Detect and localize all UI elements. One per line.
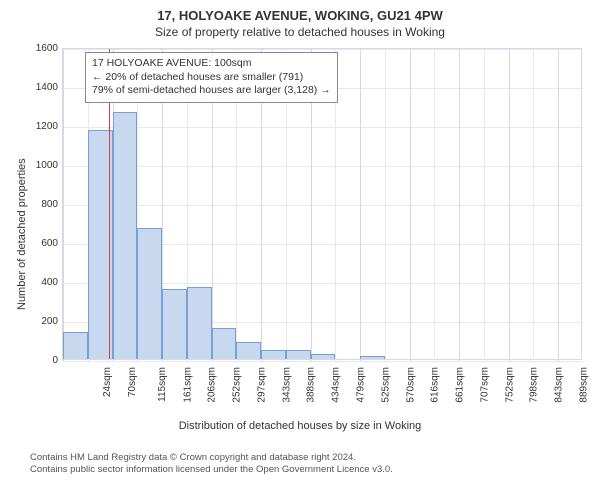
annotation-line-1: 17 HOLYOAKE AVENUE: 100sqm xyxy=(92,57,331,71)
histogram-bar xyxy=(63,332,88,359)
x-tick-label: 752sqm xyxy=(504,367,515,403)
histogram-bar xyxy=(360,356,385,359)
y-tick-label: 200 xyxy=(23,316,58,327)
histogram-bar xyxy=(162,289,187,359)
grid-line-h xyxy=(63,49,583,50)
histogram-bar xyxy=(311,354,336,359)
grid-line-v xyxy=(360,49,361,361)
x-tick-label: 798sqm xyxy=(529,367,540,403)
attribution-line-1: Contains HM Land Registry data © Crown c… xyxy=(30,452,393,464)
y-tick-label: 600 xyxy=(23,238,58,249)
annotation-box: 17 HOLYOAKE AVENUE: 100sqm ← 20% of deta… xyxy=(85,52,338,103)
grid-line-v xyxy=(385,49,386,361)
x-tick-label: 297sqm xyxy=(257,367,268,403)
x-axis-label: Distribution of detached houses by size … xyxy=(0,420,600,432)
grid-line-v xyxy=(410,49,411,361)
histogram-bar xyxy=(113,112,138,359)
x-tick-label: 843sqm xyxy=(554,367,565,403)
annotation-line-2: ← 20% of detached houses are smaller (79… xyxy=(92,71,331,85)
main-title: 17, HOLYOAKE AVENUE, WOKING, GU21 4PW xyxy=(0,0,600,23)
y-tick-label: 1600 xyxy=(23,43,58,54)
histogram-bar xyxy=(236,342,261,359)
grid-line-v xyxy=(533,49,534,361)
grid-line-h xyxy=(63,166,583,167)
attribution: Contains HM Land Registry data © Crown c… xyxy=(30,452,393,477)
x-tick-label: 24sqm xyxy=(102,367,113,397)
y-tick-label: 400 xyxy=(23,277,58,288)
grid-line-v xyxy=(459,49,460,361)
histogram-bar xyxy=(286,350,311,359)
annotation-line-3: 79% of semi-detached houses are larger (… xyxy=(92,84,331,98)
x-tick-label: 434sqm xyxy=(331,367,342,403)
x-tick-label: 252sqm xyxy=(232,367,243,403)
x-tick-label: 525sqm xyxy=(380,367,391,403)
x-tick-label: 206sqm xyxy=(207,367,218,403)
x-tick-label: 889sqm xyxy=(578,367,589,403)
grid-line-v xyxy=(484,49,485,361)
sub-title: Size of property relative to detached ho… xyxy=(0,23,600,39)
x-tick-label: 616sqm xyxy=(430,367,441,403)
x-tick-label: 570sqm xyxy=(405,367,416,403)
grid-line-h xyxy=(63,361,583,362)
chart-container: 17, HOLYOAKE AVENUE, WOKING, GU21 4PW Si… xyxy=(0,0,600,500)
x-tick-label: 707sqm xyxy=(479,367,490,403)
y-tick-label: 1200 xyxy=(23,121,58,132)
x-tick-label: 70sqm xyxy=(127,367,138,397)
histogram-bar xyxy=(187,287,212,359)
x-tick-label: 343sqm xyxy=(281,367,292,403)
x-tick-label: 115sqm xyxy=(157,367,168,402)
x-tick-label: 479sqm xyxy=(356,367,367,403)
x-tick-label: 661sqm xyxy=(455,367,466,403)
grid-line-h xyxy=(63,127,583,128)
x-tick-label: 388sqm xyxy=(306,367,317,403)
y-tick-label: 0 xyxy=(23,355,58,366)
attribution-line-2: Contains public sector information licen… xyxy=(30,464,393,476)
y-tick-label: 1400 xyxy=(23,82,58,93)
y-tick-label: 1000 xyxy=(23,160,58,171)
grid-line-v xyxy=(63,49,64,361)
histogram-bar xyxy=(261,350,286,359)
grid-line-v xyxy=(558,49,559,361)
y-tick-label: 800 xyxy=(23,199,58,210)
x-tick-label: 161sqm xyxy=(182,367,193,403)
histogram-bar xyxy=(212,328,237,359)
histogram-bar xyxy=(137,228,162,359)
grid-line-h xyxy=(63,205,583,206)
grid-line-v xyxy=(434,49,435,361)
grid-line-v xyxy=(509,49,510,361)
